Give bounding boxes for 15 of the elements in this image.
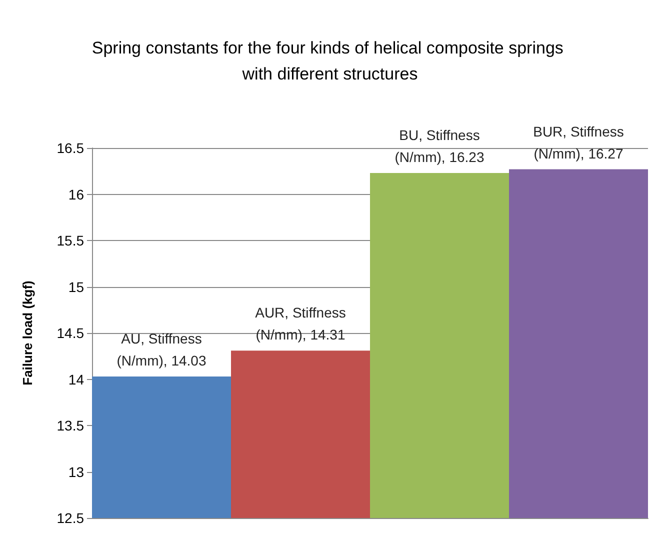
y-tick-label: 14.5 bbox=[56, 325, 84, 341]
y-tick-label: 12.5 bbox=[56, 510, 84, 526]
data-label: BUR, Stiffness (N/mm), 16.27 bbox=[533, 123, 624, 162]
y-tick-label: 16.5 bbox=[56, 140, 84, 156]
y-axis-title: Failure load (kgf) bbox=[20, 280, 35, 386]
y-tick-label: 14 bbox=[68, 371, 84, 388]
chart-title: Spring constants for the four kinds of helical composite springs with different structures bbox=[92, 38, 568, 84]
y-tick-label: 13 bbox=[68, 464, 84, 480]
y-tick-label: 15.5 bbox=[56, 232, 84, 248]
y-tick-label: 16 bbox=[68, 186, 84, 202]
y-tick-label: 13.5 bbox=[56, 418, 84, 434]
data-label: BU, Stiffness (N/mm), 16.23 bbox=[394, 126, 484, 165]
data-label: AUR, Stiffness (N/mm), 14.31 bbox=[255, 304, 346, 343]
data-label: AU, Stiffness (N/mm), 14.03 bbox=[116, 330, 206, 368]
y-tick-label: 15 bbox=[68, 278, 84, 295]
